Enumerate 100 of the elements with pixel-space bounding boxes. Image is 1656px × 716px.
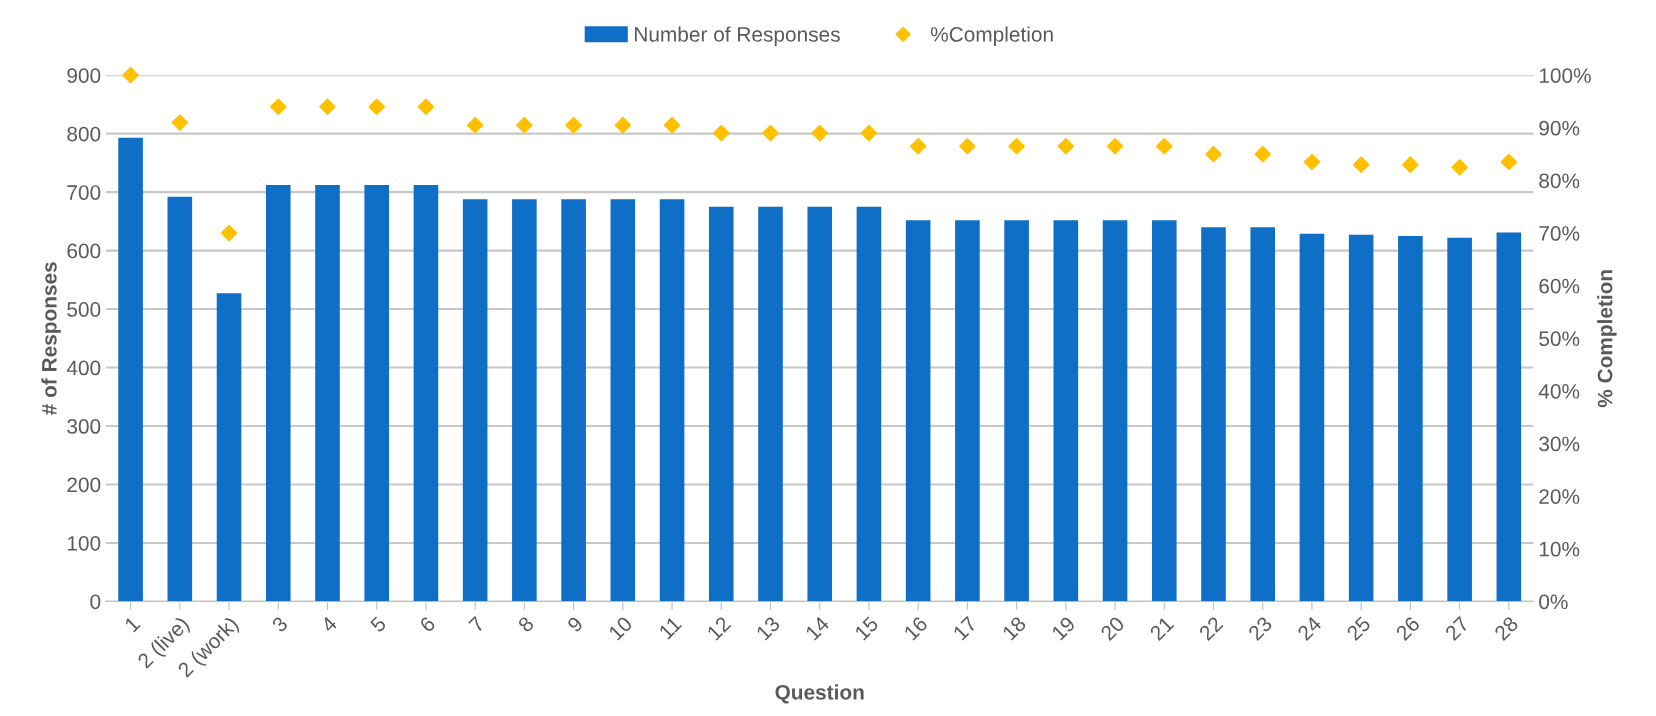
y2-tick-label: 40% (1538, 383, 1580, 399)
x-tick-label: 26 (1395, 615, 1421, 642)
point (1303, 153, 1321, 171)
point (220, 224, 238, 242)
bar (659, 199, 685, 602)
point (417, 98, 435, 116)
bar (1004, 220, 1029, 602)
bar (807, 206, 833, 602)
point (811, 124, 829, 142)
bar (265, 185, 291, 602)
x-tick-label: 28 (1493, 615, 1520, 642)
x-tick-label: 1 (124, 615, 141, 633)
bar (1348, 234, 1374, 602)
point (1205, 145, 1222, 163)
y2-tick-label: 30% (1539, 436, 1580, 452)
point (516, 116, 533, 134)
x-tick-label: 7 (468, 615, 486, 633)
bar (364, 185, 390, 602)
x-tick-label: 10 (607, 615, 634, 641)
y2-tick-label: 60% (1539, 278, 1580, 294)
bar (1447, 237, 1472, 602)
point (762, 124, 779, 142)
x-tick-label: 12 (706, 615, 732, 641)
point (860, 124, 878, 142)
bar (955, 220, 980, 602)
x-tick-label: 4 (320, 615, 338, 634)
x-tick-label: 17 (952, 615, 978, 641)
bar (1250, 227, 1276, 602)
y2-tick-label: 50% (1539, 331, 1580, 347)
point (171, 114, 189, 131)
x-tick-label: 3 (271, 615, 289, 634)
x-tick-label: 18 (1001, 615, 1027, 641)
point (1057, 137, 1075, 155)
y-tick-label: 600 (67, 243, 101, 259)
bar (315, 185, 340, 602)
point (959, 137, 976, 155)
bar (512, 199, 537, 602)
x-tick-label: 23 (1247, 615, 1273, 642)
bar (167, 196, 193, 602)
x-tick-label: 8 (517, 615, 535, 634)
bar (1299, 233, 1325, 602)
x-tick-label: 9 (566, 615, 584, 633)
bar (462, 199, 488, 602)
y2-tick-label: 0% (1539, 594, 1568, 610)
bar (216, 293, 242, 602)
y2-tick-label: 70% (1539, 226, 1580, 241)
legend-label: %Completion (930, 26, 1053, 46)
bar (758, 206, 783, 602)
point (712, 124, 730, 142)
y2-tick-label: 10% (1539, 541, 1580, 557)
point (1155, 137, 1173, 155)
bar (610, 199, 636, 602)
point (319, 98, 336, 116)
x-tick-label: 14 (805, 615, 830, 641)
bar (708, 206, 734, 602)
bar (413, 185, 439, 602)
y-tick-label: 0 (90, 594, 101, 610)
y-tick-label: 100 (67, 535, 101, 551)
bar (118, 137, 143, 602)
y2-tick-label: 20% (1539, 489, 1580, 504)
y2-tick-label: 100% (1539, 68, 1591, 83)
x-tick-label: 6 (418, 615, 437, 633)
x-tick-label: 5 (369, 615, 387, 634)
point (1106, 137, 1124, 155)
y2-axis-title: % Completion (1597, 270, 1617, 408)
bar (1398, 235, 1423, 602)
y-tick-label: 400 (66, 360, 101, 376)
y2-tick-label: 80% (1539, 173, 1580, 189)
point (614, 116, 632, 134)
bar (1053, 220, 1079, 602)
x-tick-label: 22 (1198, 615, 1224, 641)
point (909, 137, 927, 155)
legend-label: Number of Responses (635, 26, 840, 46)
point (1254, 145, 1272, 163)
bar (1496, 232, 1522, 602)
point (466, 116, 484, 134)
x-tick-label: 19 (1050, 615, 1076, 641)
x-tick-label: 20 (1099, 615, 1126, 642)
bar (856, 206, 882, 602)
x-tick-label: 16 (903, 615, 929, 641)
bar (1151, 220, 1177, 602)
y2-tick-label: 90% (1539, 120, 1580, 136)
point (565, 116, 582, 134)
x-tick-label: 25 (1345, 615, 1372, 642)
point (1451, 158, 1468, 176)
y-tick-label: 700 (67, 185, 101, 200)
y-tick-label: 200 (67, 477, 101, 493)
x-tick-label: 21 (1149, 615, 1175, 641)
point (663, 116, 681, 134)
x-tick-label: 15 (854, 615, 880, 641)
y-tick-label: 300 (67, 419, 101, 434)
point (122, 66, 139, 84)
bar (1102, 220, 1128, 602)
point (269, 98, 287, 116)
y-tick-label: 800 (67, 126, 101, 142)
x-tick-label: 13 (755, 615, 781, 641)
point (1402, 156, 1419, 173)
point (1352, 156, 1370, 173)
point (1500, 153, 1518, 171)
x-axis-title: Question (775, 684, 864, 704)
